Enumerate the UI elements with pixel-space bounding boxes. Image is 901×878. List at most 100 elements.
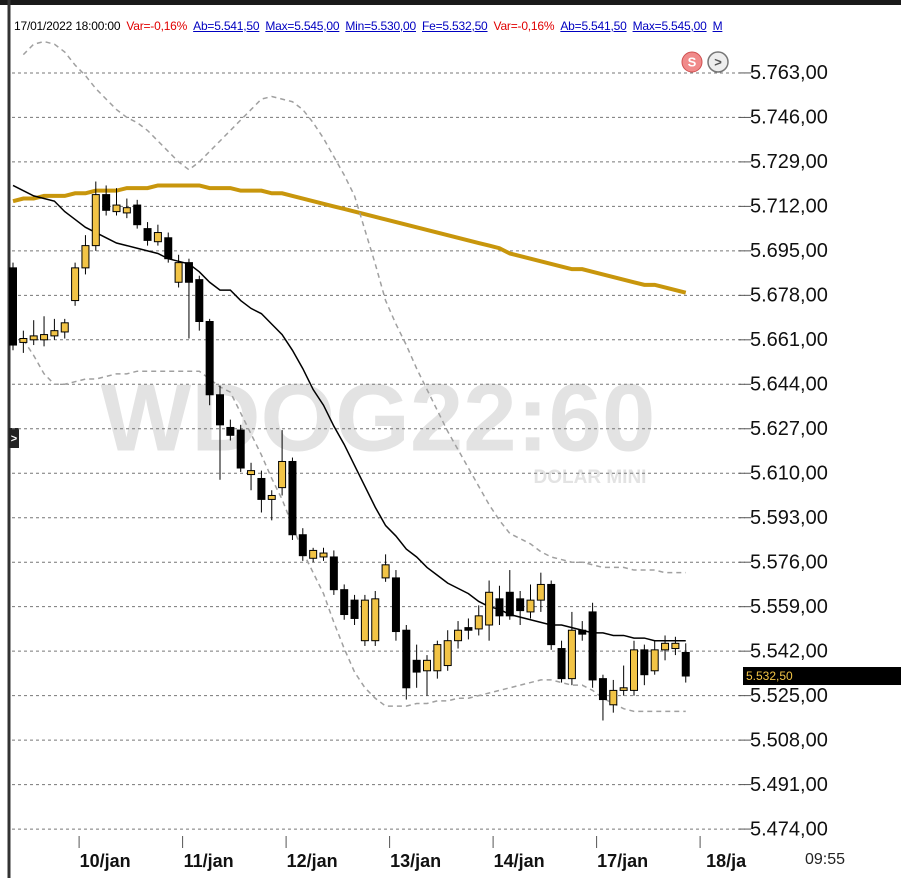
side-button[interactable] [9, 428, 19, 448]
header-item: 17/01/2022 18:00:00 [14, 19, 121, 33]
candle-body [547, 583, 556, 646]
candle-body [671, 642, 680, 650]
y-tick-label: 5.661,00 [750, 329, 828, 351]
candle-body [174, 262, 183, 283]
header-item: Ab=5.541,50 [193, 19, 260, 33]
header-item: Max=5.545,00 [632, 19, 707, 33]
candle-body [505, 591, 514, 617]
candle-body [102, 194, 111, 211]
candle-body [19, 338, 28, 343]
y-tick-label: 5.491,00 [750, 774, 828, 796]
candle-body [495, 598, 504, 617]
s-button-label[interactable]: S [688, 54, 697, 69]
candle-body [443, 640, 452, 667]
y-tick-label: 5.678,00 [750, 285, 828, 307]
y-tick-label: 5.627,00 [750, 418, 828, 440]
next-button-label[interactable]: > [714, 54, 722, 69]
y-tick-label: 5.593,00 [750, 507, 828, 529]
x-tick-label: 12/jan [287, 851, 338, 871]
y-tick-label: 5.542,00 [750, 640, 828, 662]
last-price-label: 5.532,50 [746, 669, 793, 683]
side-button-icon[interactable]: > [11, 433, 17, 445]
candle-body [619, 687, 628, 691]
candle-body [143, 228, 152, 241]
y-tick-label: 5.610,00 [750, 463, 828, 485]
candle-body [29, 335, 38, 341]
candle-body [350, 599, 359, 619]
indicator-line [12, 184, 686, 642]
s-button[interactable] [681, 51, 703, 73]
y-tick-label: 5.474,00 [750, 818, 828, 840]
candle-body [112, 204, 121, 213]
x-tick-label: 10/jan [80, 851, 131, 871]
x-tick-label: 18/ja [706, 851, 747, 871]
candle-body [557, 648, 566, 680]
candle-body [588, 611, 597, 681]
y-tick-label: 5.525,00 [750, 685, 828, 707]
candle-body [423, 659, 431, 672]
candle-body [516, 598, 525, 612]
candle-body [485, 591, 494, 626]
header-item: Var=-0,16% [493, 19, 555, 33]
y-tick-label: 5.559,00 [750, 596, 828, 618]
candle-body [391, 577, 400, 633]
candle-body [661, 642, 670, 651]
candle-body [609, 689, 618, 706]
candle-body [681, 651, 690, 677]
candle-body [164, 237, 173, 260]
y-tick-label: 5.644,00 [750, 374, 828, 396]
candle-body [205, 320, 214, 396]
candle-body [433, 644, 442, 672]
candle-body [195, 279, 204, 322]
header-item: Var=-0,16% [126, 19, 188, 33]
y-tick-label: 5.763,00 [750, 62, 828, 84]
x-tick-label: 13/jan [390, 851, 441, 871]
candle-body [329, 556, 338, 591]
candle-body [247, 470, 256, 476]
candle-body [464, 627, 473, 631]
candle-body [257, 477, 266, 500]
y-tick-label: 5.508,00 [750, 729, 828, 751]
candle-body [278, 460, 287, 489]
time-label: 09:55 [805, 851, 845, 868]
candle-body [236, 429, 245, 469]
candle-body [454, 629, 463, 642]
candle-body [60, 322, 69, 333]
header-item: Ab=5.541,50 [560, 19, 627, 33]
y-tick-label: 5.695,00 [750, 240, 828, 262]
y-tick-label: 5.712,00 [750, 196, 828, 218]
indicator-line [22, 339, 686, 713]
candle-body [630, 649, 638, 691]
candle-body [184, 262, 193, 283]
y-tick-label: 5.729,00 [750, 151, 828, 173]
candle-body [536, 583, 545, 601]
candle-body [381, 564, 390, 579]
candle-body [640, 649, 649, 676]
candle-body [153, 232, 162, 243]
candle-body [340, 589, 349, 616]
indicator-line [12, 183, 687, 295]
candle-body [133, 204, 142, 226]
header-item: Fe=5.532,50 [422, 19, 488, 33]
candle-body [412, 659, 421, 673]
candle-body [91, 194, 100, 247]
candle-body [9, 267, 17, 346]
candle-body [567, 629, 576, 680]
candle-body [216, 394, 224, 426]
x-tick-label: 11/jan [184, 851, 234, 871]
candle-body [40, 334, 49, 341]
candle-body [122, 207, 131, 214]
candle-body [402, 629, 411, 689]
candle-body [309, 549, 318, 559]
last-price-tag [743, 667, 901, 686]
x-tick-label: 14/jan [494, 851, 545, 871]
candle-body [288, 460, 297, 536]
candle-body [81, 245, 90, 269]
next-button[interactable] [707, 51, 729, 73]
indicator-line [22, 40, 686, 574]
candle-body [360, 599, 369, 642]
watermark: WDOG22:60 [101, 364, 656, 471]
header-item: Min=5.530,00 [345, 19, 416, 33]
